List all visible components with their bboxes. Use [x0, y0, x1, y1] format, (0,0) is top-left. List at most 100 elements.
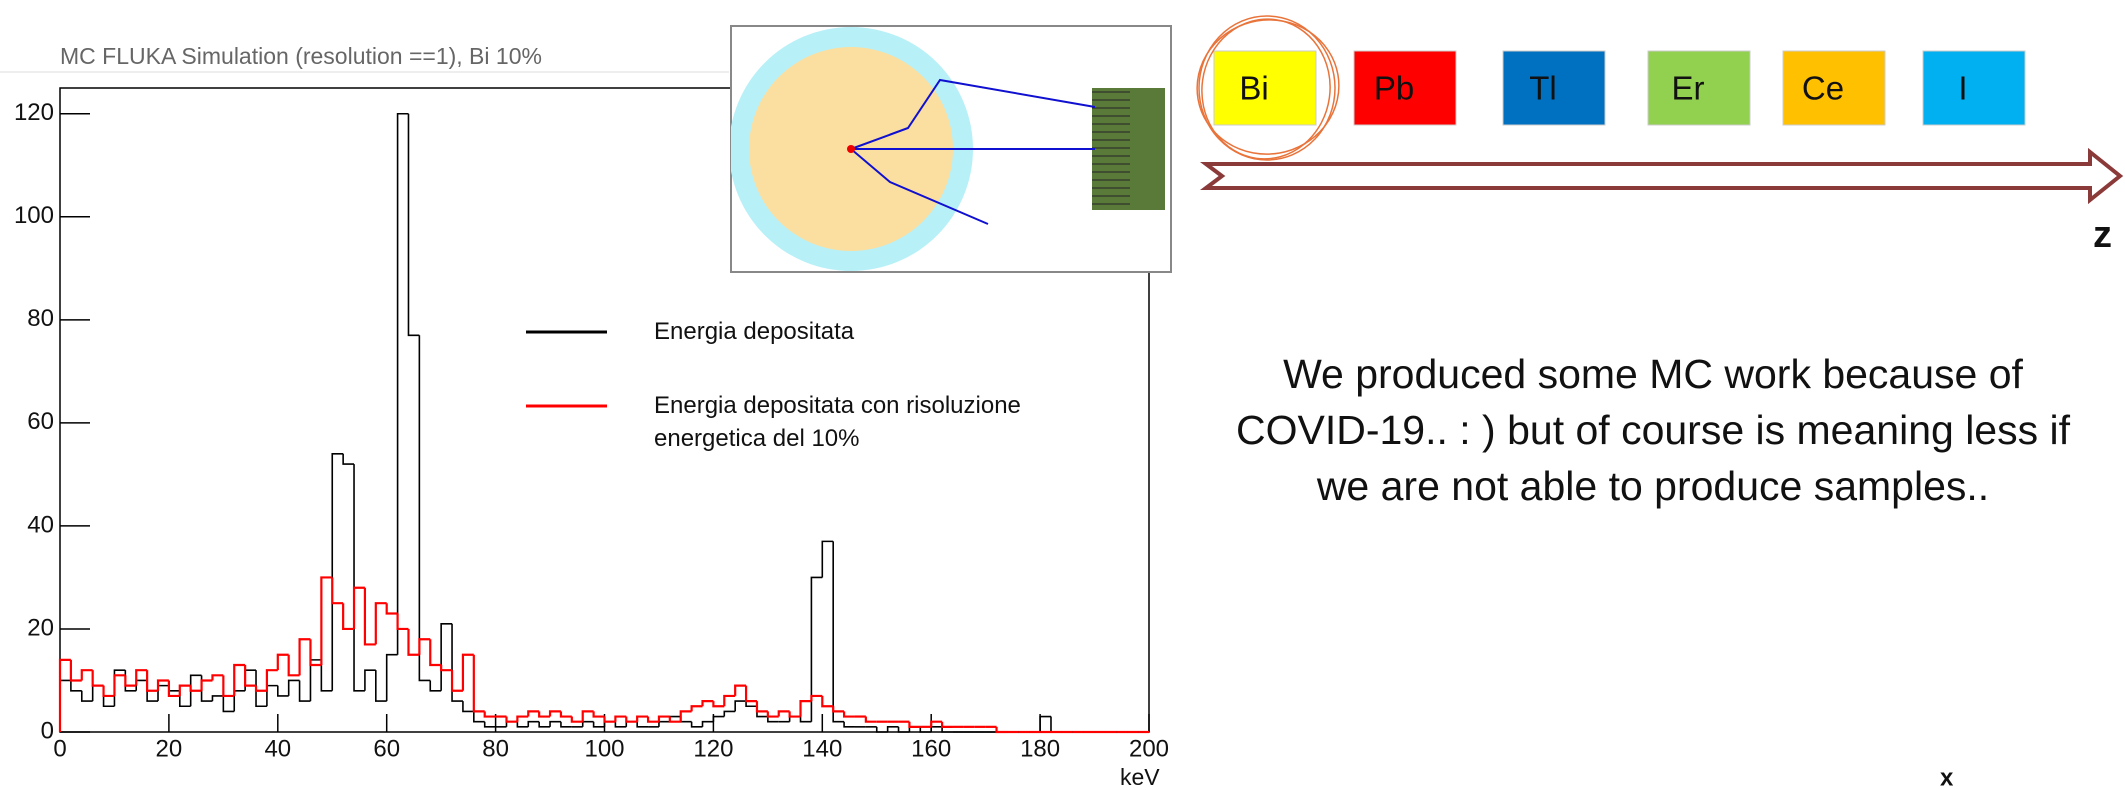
histogram-bin	[135, 669, 148, 686]
histogram-bin	[472, 654, 485, 713]
histogram-bin	[440, 623, 453, 691]
histogram-bin	[331, 452, 344, 691]
histogram-bin	[200, 679, 213, 691]
highlight-circle	[1196, 15, 1340, 161]
histogram-bin	[701, 699, 714, 707]
histogram-bin	[375, 670, 387, 702]
histogram-bin	[363, 587, 376, 646]
histogram-bin	[930, 720, 943, 727]
histogram-bin	[755, 701, 768, 713]
histogram-bin	[734, 684, 747, 696]
histogram-bin	[102, 685, 115, 698]
histogram-bin	[157, 684, 169, 702]
histogram-bin	[320, 576, 333, 666]
histogram-bin	[788, 711, 801, 718]
series	[58, 576, 1149, 734]
histogram-bin	[124, 675, 137, 687]
histogram-bin	[364, 669, 376, 691]
histogram-bin	[287, 654, 300, 677]
y-tick-label: 40	[27, 511, 54, 538]
histogram-bin	[505, 716, 518, 723]
histogram-bin	[603, 716, 616, 723]
histogram-bin	[592, 721, 605, 728]
histogram-bin	[407, 113, 420, 337]
histogram-bin	[516, 715, 529, 722]
legend-label: Energia depositata	[654, 318, 855, 345]
histogram-bin	[483, 711, 496, 718]
histogram-bin	[581, 710, 594, 722]
histogram-bin	[483, 721, 496, 728]
histogram-bin	[385, 653, 398, 702]
histogram-bin	[919, 726, 932, 733]
histogram-bin	[189, 685, 202, 692]
histogram-bin	[167, 680, 180, 698]
histogram-bin	[320, 659, 333, 692]
histogram-bin	[462, 701, 474, 713]
histogram-bin	[560, 721, 572, 728]
histogram-bin	[450, 670, 463, 692]
z-arrow	[1200, 147, 2124, 205]
histogram-bin	[810, 576, 823, 722]
histogram-bin	[886, 726, 899, 732]
histogram-bin	[777, 710, 790, 717]
histogram-bin	[538, 711, 551, 718]
x-tick-label: 40	[264, 735, 291, 762]
histogram-bin	[614, 721, 627, 728]
histogram-bin	[767, 716, 779, 723]
histogram-bin	[211, 674, 224, 681]
histogram-bin	[266, 684, 278, 707]
histogram-bin	[276, 653, 289, 671]
histogram-bin	[668, 716, 681, 723]
histogram-bin	[712, 715, 725, 722]
histogram-bin	[429, 639, 442, 667]
histogram-bin	[113, 674, 126, 696]
histogram-bin	[842, 711, 855, 718]
element-label: Tl	[1529, 70, 1557, 107]
histogram-bin	[734, 700, 747, 712]
histogram-bin	[843, 721, 855, 728]
histogram-bin	[679, 716, 692, 723]
histogram-bin	[91, 684, 104, 702]
histogram-bin	[418, 335, 431, 682]
element-box	[1502, 50, 1606, 126]
histogram-bin	[625, 716, 638, 723]
x-tick-label: 140	[802, 735, 842, 762]
histogram-bin	[799, 699, 812, 717]
histogram-bin	[429, 680, 442, 692]
histogram-bin	[178, 690, 191, 708]
histogram-bin	[864, 716, 877, 723]
histogram-bin	[658, 720, 670, 727]
histogram-bin	[287, 679, 300, 696]
element-box	[1213, 50, 1317, 126]
histogram-bin	[690, 721, 703, 728]
histogram-bin	[168, 685, 180, 692]
histogram-bin	[124, 670, 137, 692]
histogram-bin	[222, 695, 235, 713]
histogram-bin	[156, 679, 169, 691]
histogram-bin	[222, 675, 235, 698]
histogram-bin	[592, 711, 605, 718]
histogram-bin	[233, 689, 246, 712]
histogram-bin	[70, 680, 82, 692]
histogram-bin	[636, 715, 649, 722]
histogram-bin	[723, 710, 736, 717]
x-tick-label: 0	[53, 735, 66, 762]
histogram-bin	[80, 690, 93, 702]
histogram-bin	[614, 715, 627, 722]
histogram-bin	[538, 721, 551, 728]
histogram-bin	[799, 716, 812, 723]
histogram-bin	[233, 663, 246, 696]
histogram-bin	[59, 679, 71, 732]
histogram-bin	[80, 669, 93, 681]
histogram-bin	[396, 613, 409, 631]
y-tick-label: 0	[41, 717, 54, 744]
histogram-bin	[298, 680, 311, 702]
histogram-bin	[473, 711, 485, 723]
histogram-bin	[701, 720, 714, 727]
histogram-bin	[178, 684, 191, 696]
x-tick-label: 20	[156, 735, 183, 762]
histogram-bin	[744, 685, 757, 703]
histogram-bin	[570, 716, 583, 723]
element-label: Ce	[1802, 70, 1844, 107]
histogram-bin	[200, 675, 213, 702]
